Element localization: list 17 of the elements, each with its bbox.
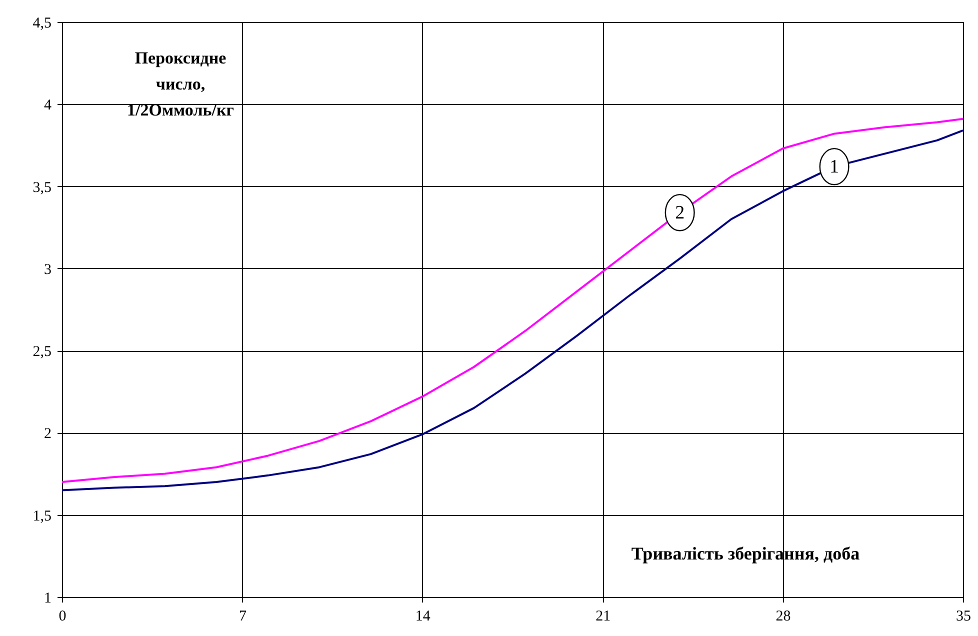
y-tick-label: 3 — [44, 262, 52, 278]
series-label: 1 — [830, 156, 840, 178]
y-tick-label: 4,5 — [32, 16, 52, 32]
x-tick-label: 35 — [956, 608, 971, 624]
x-tick-label: 7 — [238, 608, 247, 624]
series-label: 2 — [675, 202, 685, 224]
x-tick-label: 0 — [58, 608, 66, 624]
y-tick-label: 1,5 — [32, 508, 52, 524]
y-tick-label: 2,5 — [32, 344, 52, 360]
y-tick-label: 1 — [44, 590, 52, 606]
y-tick-label: 3,5 — [32, 180, 52, 196]
x-tick-label: 21 — [596, 608, 611, 624]
x-tick-label: 14 — [415, 608, 431, 624]
y-tick-label: 2 — [44, 426, 52, 442]
y-axis-title: Пероксидне число, 1/2Оммоль/кг — [127, 48, 234, 120]
y-tick-label: 4 — [44, 98, 52, 114]
x-tick-label: 28 — [776, 608, 791, 624]
